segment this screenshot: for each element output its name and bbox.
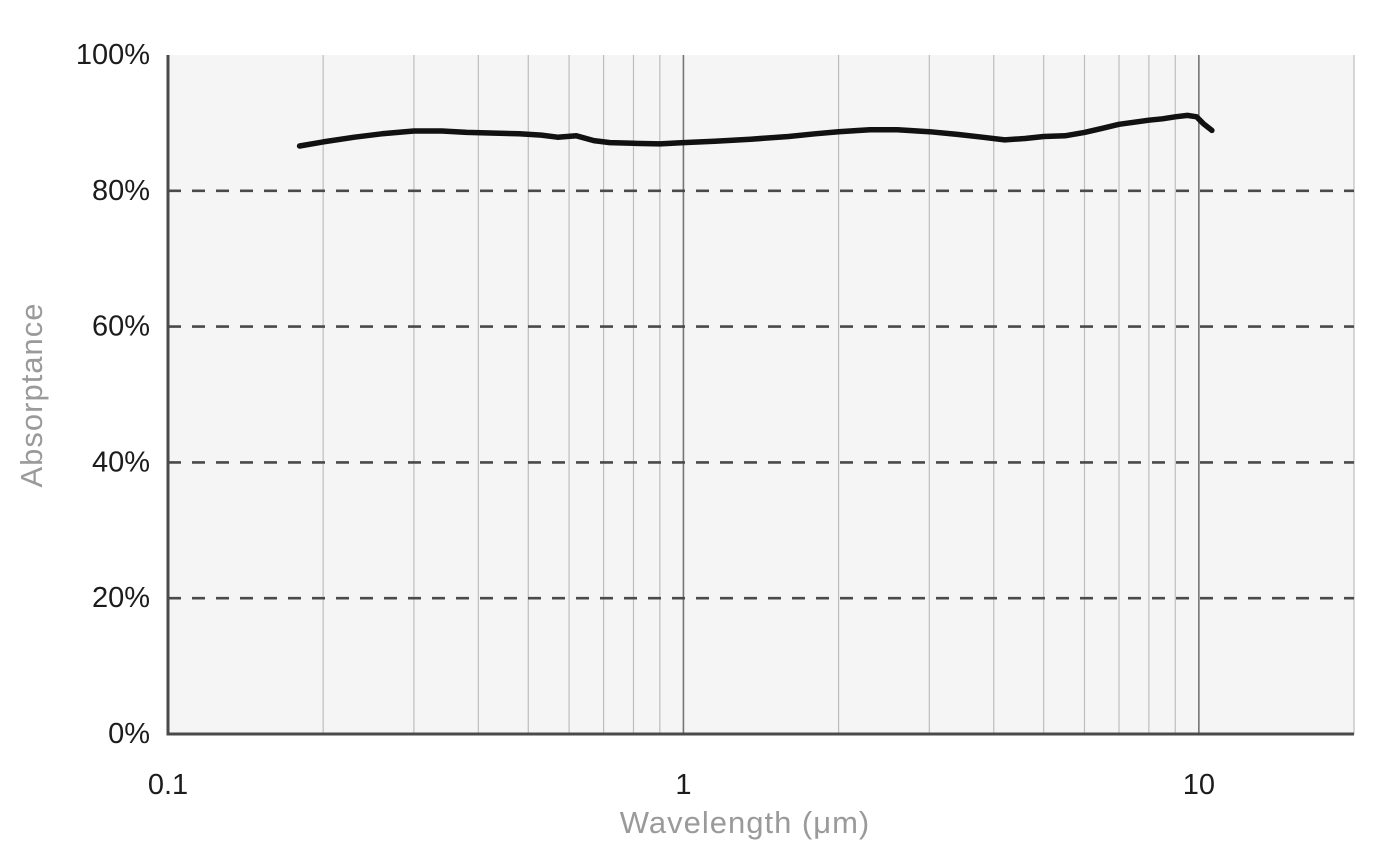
y-tick-label: 0% [108,718,150,750]
x-tick-label: 1 [675,769,691,801]
y-tick-label: 80% [92,175,150,207]
x-axis-title: Wavelength (μm) [619,805,871,840]
y-tick-label: 100% [76,39,150,71]
y-tick-label: 40% [92,446,150,478]
x-tick-label: 10 [1183,769,1215,801]
y-tick-label: 60% [92,311,150,343]
x-tick-label: 0.1 [148,769,188,801]
y-axis-title: Absorptance [14,302,49,488]
series-line-absorptance [296,112,1215,149]
y-tick-label: 20% [92,582,150,614]
plot-background [168,55,1354,734]
